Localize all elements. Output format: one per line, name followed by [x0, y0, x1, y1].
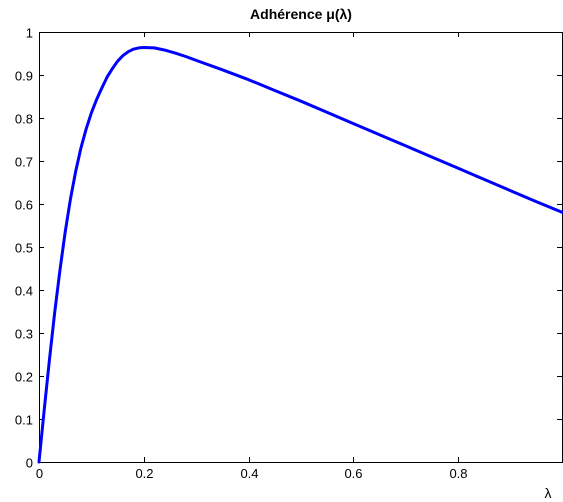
x-tick-label: 0.2 — [135, 466, 153, 481]
y-tick-label: 1 — [26, 26, 33, 41]
y-tick-label: 0.7 — [15, 155, 33, 170]
y-tick-label: 0.5 — [15, 241, 33, 256]
y-tick-label: 0.3 — [15, 327, 33, 342]
chart-title: Adhérence μ(λ) — [250, 6, 352, 22]
x-tick-label: 0 — [36, 466, 43, 481]
series-line-0 — [37, 46, 563, 464]
plot-frame — [39, 32, 563, 463]
y-tick-label: 0.9 — [15, 69, 33, 84]
series-layer — [37, 46, 563, 464]
y-tick-label: 0.6 — [15, 198, 33, 213]
y-tick-label: 0 — [26, 456, 33, 471]
y-tick-label: 0.8 — [15, 112, 33, 127]
x-tick-label: 0.8 — [449, 466, 467, 481]
y-tick-label: 0.1 — [15, 413, 33, 428]
y-tick-label: 0.2 — [15, 370, 33, 385]
ticks: 0 0.1 0.2 0.3 0.4 0.5 0.6 0.7 0.8 0.9 1 0 0.2 0.4 0.6 0… — [15, 26, 562, 481]
x-axis-label: λ — [545, 485, 552, 501]
x-tick-label: 0.4 — [240, 466, 258, 481]
y-tick-label: 0.4 — [15, 284, 33, 299]
x-tick-label: 0.6 — [344, 466, 362, 481]
